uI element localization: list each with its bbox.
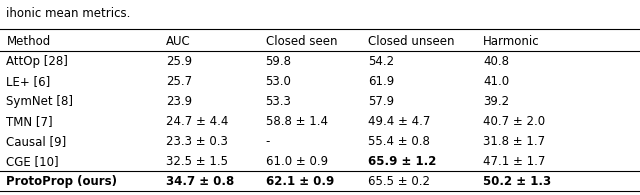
Text: 40.7 ± 2.0: 40.7 ± 2.0 xyxy=(483,115,545,128)
Text: Closed unseen: Closed unseen xyxy=(368,35,454,48)
Text: 65.5 ± 0.2: 65.5 ± 0.2 xyxy=(368,175,430,188)
Text: 49.4 ± 4.7: 49.4 ± 4.7 xyxy=(368,115,430,128)
Text: 62.1 ± 0.9: 62.1 ± 0.9 xyxy=(266,175,334,188)
Text: 65.9 ± 1.2: 65.9 ± 1.2 xyxy=(368,155,436,168)
Text: LE+ [6]: LE+ [6] xyxy=(6,75,51,88)
Text: SymNet [8]: SymNet [8] xyxy=(6,95,74,108)
Text: Method: Method xyxy=(6,35,51,48)
Text: 25.9: 25.9 xyxy=(166,55,193,68)
Text: 32.5 ± 1.5: 32.5 ± 1.5 xyxy=(166,155,228,168)
Text: 53.0: 53.0 xyxy=(266,75,291,88)
Text: 23.3 ± 0.3: 23.3 ± 0.3 xyxy=(166,135,228,148)
Text: 61.9: 61.9 xyxy=(368,75,394,88)
Text: 31.8 ± 1.7: 31.8 ± 1.7 xyxy=(483,135,545,148)
Text: ProtoProp (ours): ProtoProp (ours) xyxy=(6,175,117,188)
Text: 23.9: 23.9 xyxy=(166,95,193,108)
Text: AttOp [28]: AttOp [28] xyxy=(6,55,68,68)
Text: 50.2 ± 1.3: 50.2 ± 1.3 xyxy=(483,175,551,188)
Text: Harmonic: Harmonic xyxy=(483,35,540,48)
Text: 39.2: 39.2 xyxy=(483,95,509,108)
Text: AUC: AUC xyxy=(166,35,191,48)
Text: TMN [7]: TMN [7] xyxy=(6,115,53,128)
Text: 25.7: 25.7 xyxy=(166,75,193,88)
Text: 53.3: 53.3 xyxy=(266,95,291,108)
Text: 40.8: 40.8 xyxy=(483,55,509,68)
Text: Closed seen: Closed seen xyxy=(266,35,337,48)
Text: 24.7 ± 4.4: 24.7 ± 4.4 xyxy=(166,115,228,128)
Text: ihonic mean metrics.: ihonic mean metrics. xyxy=(6,7,131,20)
Text: 57.9: 57.9 xyxy=(368,95,394,108)
Text: 41.0: 41.0 xyxy=(483,75,509,88)
Text: 58.8 ± 1.4: 58.8 ± 1.4 xyxy=(266,115,328,128)
Text: Causal [9]: Causal [9] xyxy=(6,135,67,148)
Text: CGE [10]: CGE [10] xyxy=(6,155,59,168)
Text: 59.8: 59.8 xyxy=(266,55,292,68)
Text: 34.7 ± 0.8: 34.7 ± 0.8 xyxy=(166,175,235,188)
Text: 47.1 ± 1.7: 47.1 ± 1.7 xyxy=(483,155,545,168)
Text: -: - xyxy=(266,135,270,148)
Text: 55.4 ± 0.8: 55.4 ± 0.8 xyxy=(368,135,430,148)
Text: 61.0 ± 0.9: 61.0 ± 0.9 xyxy=(266,155,328,168)
Text: 54.2: 54.2 xyxy=(368,55,394,68)
